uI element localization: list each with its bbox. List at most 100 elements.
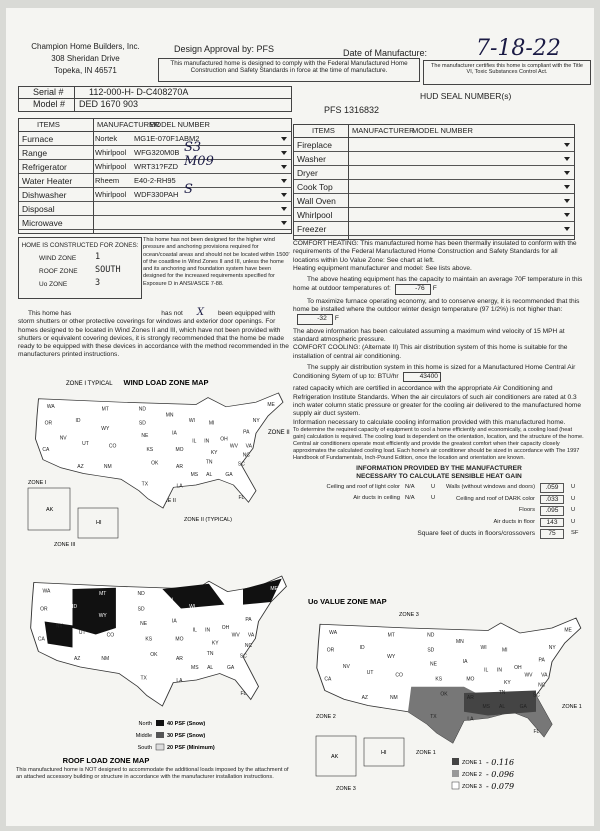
date-value: 7-18-22 xyxy=(476,36,561,61)
items-table-left: ITEMS MANUFACTURER MODEL NUMBER Furnace Nort… xyxy=(18,118,292,234)
state-label: SC xyxy=(240,653,247,659)
heat-gain-value: .095 xyxy=(540,506,564,516)
state-label: ND xyxy=(139,407,147,413)
heat-gain-unit: U xyxy=(571,484,576,491)
dropdown-arrow xyxy=(281,207,287,211)
state-label: VA xyxy=(248,633,255,639)
hud: PFS 1316832 xyxy=(324,105,380,115)
item: Microwave xyxy=(22,218,63,228)
dropdown-arrow xyxy=(564,227,570,231)
state-label: SC xyxy=(238,462,245,468)
state-label: MO xyxy=(175,637,183,643)
state-label: GA xyxy=(520,704,528,710)
state-label: GA xyxy=(225,472,233,478)
header-cell: ITEMS xyxy=(37,120,60,129)
state-label: WV xyxy=(232,633,241,639)
legend-swatch xyxy=(156,732,164,738)
state-label: KY xyxy=(504,680,511,686)
state-label: FL xyxy=(533,729,539,735)
state-label: IL xyxy=(193,627,197,633)
heat-gain-unit: U xyxy=(431,495,436,502)
state-label: FL xyxy=(238,495,244,501)
item: Washer xyxy=(297,154,326,164)
header-cell: MANUFACTURER xyxy=(97,120,160,129)
state-label: ID xyxy=(76,418,81,424)
state-label: IL xyxy=(192,439,196,445)
item: Water Heater xyxy=(22,176,73,186)
legend-swatch xyxy=(452,770,459,777)
capacity-unit: F xyxy=(432,285,437,293)
state-label: OH xyxy=(514,665,522,671)
state-label: NC xyxy=(245,643,253,649)
state-label: KY xyxy=(211,450,218,456)
manufacturer: Rheem xyxy=(95,176,120,185)
dropdown-arrow xyxy=(564,157,570,161)
state-label: SD xyxy=(427,648,434,654)
state-label: WA xyxy=(43,588,52,594)
dropdown-arrow xyxy=(564,143,570,147)
state-label: MT xyxy=(99,591,106,597)
item: Disposal xyxy=(22,204,55,214)
zone-value: 1 xyxy=(95,252,101,262)
dropdown-arrow xyxy=(281,221,287,225)
id-box: Serial # 112-000-H- D-C408270A Model # D… xyxy=(18,86,292,112)
state-label: AR xyxy=(467,695,474,701)
divider xyxy=(74,87,75,111)
state-label: CO xyxy=(107,633,115,639)
economy-unit: F xyxy=(334,315,339,323)
item: Freezer xyxy=(297,224,327,234)
heat-gain-value: 75 xyxy=(540,529,564,539)
state-label: MS xyxy=(191,472,199,478)
column-rule xyxy=(93,119,94,233)
model-number: WFG320M0B xyxy=(134,148,180,157)
dropdown-arrow xyxy=(281,179,287,183)
state-label: WY xyxy=(99,613,108,619)
state-label: NV xyxy=(60,435,68,441)
state-label: AL xyxy=(207,665,213,671)
state-label: SD xyxy=(138,607,145,613)
legend-load: 30 PSF (Snow) xyxy=(167,733,205,739)
model: DED 1670 903 xyxy=(79,99,139,109)
state-label: OR xyxy=(40,607,48,613)
rated: rated capacity which are certified in ac… xyxy=(293,385,582,418)
heat-gain-label: Floors xyxy=(518,507,535,514)
map-label: HI xyxy=(381,750,387,756)
state-label: AR xyxy=(176,656,183,662)
state-label: AL xyxy=(499,704,505,710)
state-label: NY xyxy=(255,604,263,610)
legend-value: - 0.096 xyxy=(486,770,514,779)
zone-value: 3 xyxy=(95,278,101,288)
date-label: Date of Manufacture: xyxy=(343,48,428,58)
state-label: NM xyxy=(101,656,109,662)
map-label: ZONE 3 xyxy=(336,786,356,792)
roof-regions xyxy=(29,575,288,707)
document: Champion Home Builders, Inc. 308 Sherida… xyxy=(6,8,594,826)
map-label: AK xyxy=(46,507,54,513)
map-title: ROOF LOAD ZONE MAP xyxy=(63,756,150,765)
state-label: UT xyxy=(367,670,374,676)
wind: The above information has been calculate… xyxy=(293,327,565,343)
inset xyxy=(315,735,357,777)
state-label: CO xyxy=(109,443,117,449)
legend-swatch xyxy=(155,743,165,751)
model-number: WDF330PAH xyxy=(134,190,179,199)
item: Refrigerator xyxy=(22,162,67,172)
map-label: ZONE I xyxy=(28,480,47,486)
capacity-value: -76 xyxy=(394,284,431,295)
serial-label: Serial # xyxy=(33,87,64,97)
state-label: NE xyxy=(140,621,148,627)
roof-footer: This manufactured home is NOT designed t… xyxy=(16,767,289,780)
item: Dishwasher xyxy=(22,190,67,200)
column-rule xyxy=(348,125,349,239)
state-label: CA xyxy=(42,447,50,453)
state-label: KY xyxy=(212,640,219,646)
heat-gain-unit: SF xyxy=(571,530,579,537)
map-label: ZONE 2 xyxy=(316,714,336,720)
state-label: AR xyxy=(176,464,183,470)
state-label: NY xyxy=(253,418,261,424)
state-label: TN xyxy=(207,651,214,657)
legend-load: 40 PSF (Snow) xyxy=(167,721,205,727)
state-label: AL xyxy=(206,472,212,478)
state-label: SD xyxy=(139,420,146,426)
model-number: MG1E-070F1ABM2 xyxy=(134,134,200,143)
